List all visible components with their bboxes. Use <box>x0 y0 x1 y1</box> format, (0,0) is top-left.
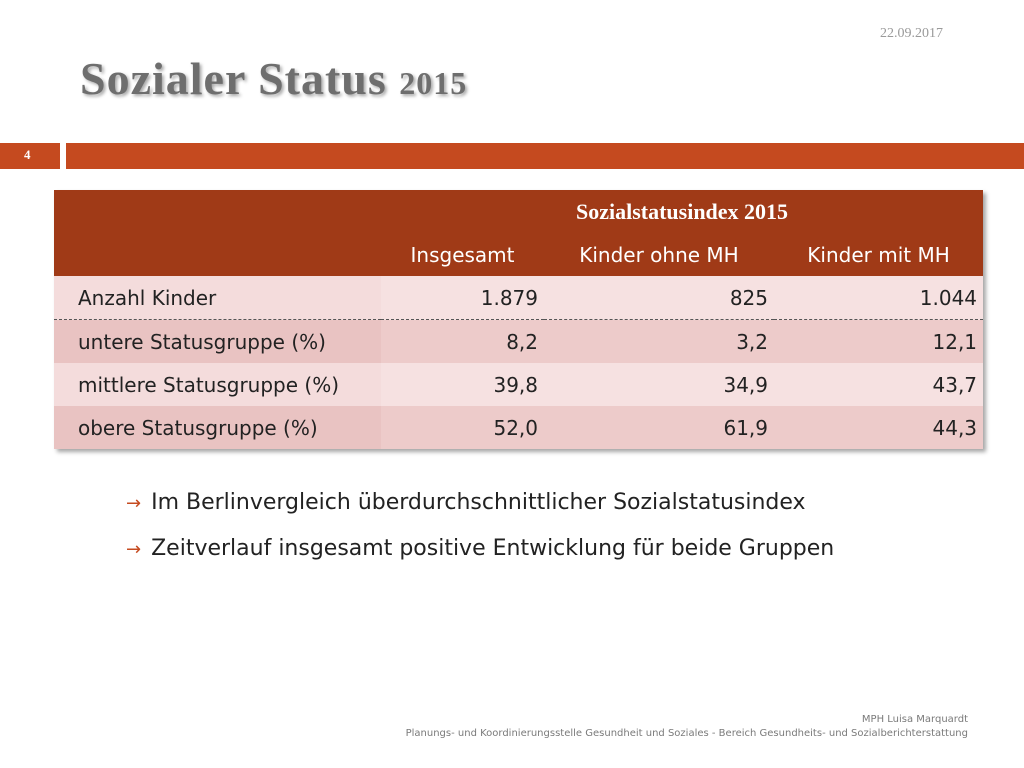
bullet-item: → Im Berlinvergleich überdurchschnittlich… <box>126 490 834 536</box>
slide-footer: MPH Luisa Marquardt Planungs- und Koordi… <box>406 713 968 741</box>
slide-title: Sozialer Status 2015 <box>80 52 467 105</box>
bullet-text: Im Berlinvergleich überdurchschnittliche… <box>151 490 806 515</box>
accent-bar <box>66 143 1024 169</box>
table-cell: 44,3 <box>774 406 984 449</box>
row-label: untere Statusgruppe (%) <box>54 319 381 363</box>
bullet-list: → Im Berlinvergleich überdurchschnittlich… <box>126 490 834 582</box>
table-group-header: Sozialstatusindex 2015 <box>575 198 789 224</box>
title-text: Sozialer Status <box>80 53 387 104</box>
table-row: mittlere Statusgruppe (%) 39,8 34,9 43,7 <box>54 363 984 406</box>
table-cell: 34,9 <box>544 363 774 406</box>
table-cell: 61,9 <box>544 406 774 449</box>
table-header-row: Sozialstatusindex 2015 <box>54 190 984 233</box>
bullet-item: → Zeitverlauf insgesamt positive Entwickl… <box>126 536 834 582</box>
footer-organization: Planungs- und Koordinierungsstelle Gesun… <box>405 728 968 739</box>
column-header: Insgesamt <box>410 242 515 267</box>
title-year: 2015 <box>399 65 468 101</box>
table-row: Anzahl Kinder 1.879 825 1.044 <box>54 276 984 320</box>
table-cell: 3,2 <box>544 319 774 363</box>
slide-number: 4 <box>24 147 31 162</box>
table-cell: 1.044 <box>774 276 984 320</box>
row-label: mittlere Statusgruppe (%) <box>54 363 381 406</box>
table-corner-cell <box>54 190 381 276</box>
table-cell: 52,0 <box>381 406 544 449</box>
table-row: untere Statusgruppe (%) 8,2 3,2 12,1 <box>54 319 984 363</box>
slide-number-box: 4 <box>0 143 60 169</box>
slide-date: 22.09.2017 <box>880 26 943 41</box>
table-row: obere Statusgruppe (%) 52,0 61,9 44,3 <box>54 406 984 449</box>
column-header: Kinder ohne MH <box>579 242 739 267</box>
footer-author: MPH Luisa Marquardt <box>861 714 968 725</box>
bullet-text: Zeitverlauf insgesamt positive Entwicklu… <box>151 536 835 561</box>
row-label: obere Statusgruppe (%) <box>54 406 381 449</box>
table-cell: 43,7 <box>774 363 984 406</box>
arrow-right-icon: → <box>126 539 142 560</box>
table-cell: 825 <box>544 276 774 320</box>
arrow-right-icon: → <box>126 493 142 514</box>
table-cell: 1.879 <box>381 276 544 320</box>
status-table: Sozialstatusindex 2015 Insgesamt Kinder … <box>54 190 984 449</box>
table-cell: 12,1 <box>774 319 984 363</box>
row-label: Anzahl Kinder <box>54 276 381 320</box>
table-cell: 8,2 <box>381 319 544 363</box>
column-header: Kinder mit MH <box>807 242 950 267</box>
table-cell: 39,8 <box>381 363 544 406</box>
